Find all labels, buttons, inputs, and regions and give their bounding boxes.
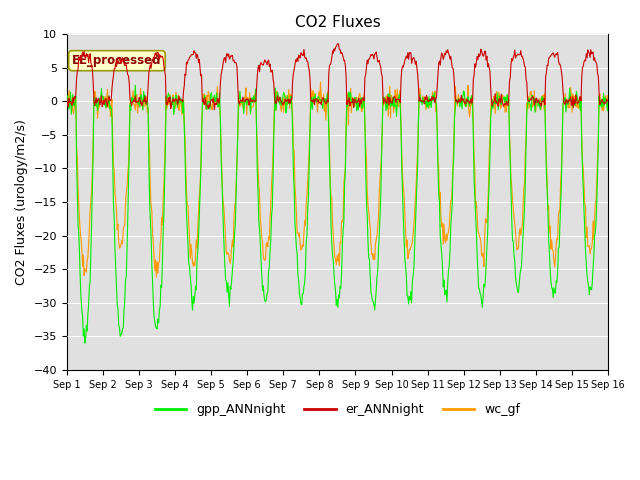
- Title: CO2 Fluxes: CO2 Fluxes: [294, 15, 380, 30]
- Y-axis label: CO2 Fluxes (urology/m2/s): CO2 Fluxes (urology/m2/s): [15, 119, 28, 285]
- Text: EE_processed: EE_processed: [72, 54, 162, 67]
- Legend: gpp_ANNnight, er_ANNnight, wc_gf: gpp_ANNnight, er_ANNnight, wc_gf: [150, 398, 525, 421]
